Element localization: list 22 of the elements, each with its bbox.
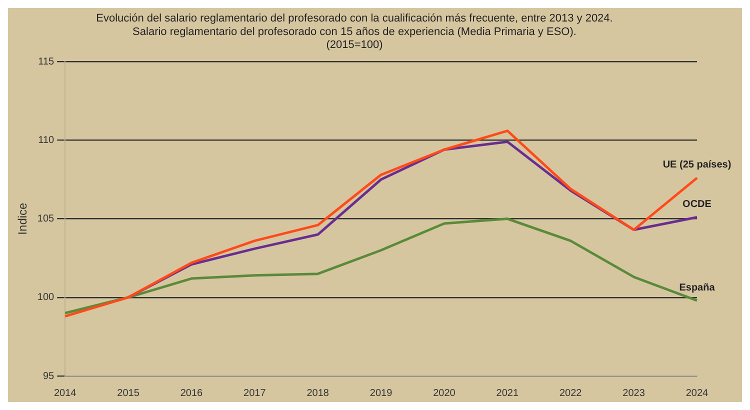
chart-subtitle: Salario reglamentario del profesorado con 15 años de experiencia (Media Primaria y ESO). (2015=100) [132,26,576,52]
x-tick-label: 2023 [622,388,646,399]
x-tick-label: 2017 [244,388,266,399]
series-label: España [679,282,716,294]
x-tick-label: 2024 [686,388,709,399]
x-tick-label: 2016 [180,388,204,399]
x-tick-label: 2018 [306,388,330,399]
y-axis-title: Indice [16,202,30,235]
series-label: OCDE [682,198,712,210]
y-tick-label: 110 [38,134,55,146]
y-tick-label: 95 [42,370,55,382]
x-tick-label: 2015 [117,388,140,399]
chart-title: Evolución del salario reglamentario del profesorado con la cualificación más frecuente, entre 2013 y 2024. [96,12,613,25]
x-tick-label: 2021 [496,388,519,399]
x-tick-label: 2022 [559,388,582,399]
y-tick-label: 100 [37,292,55,304]
x-tick-label: 2014 [54,388,77,399]
x-tick-label: 2020 [433,388,456,399]
series-label: UE (25 países) [662,160,732,171]
y-tick-label: 105 [37,214,55,225]
y-tick-label: 115 [38,56,55,68]
x-tick-label: 2019 [370,388,393,399]
